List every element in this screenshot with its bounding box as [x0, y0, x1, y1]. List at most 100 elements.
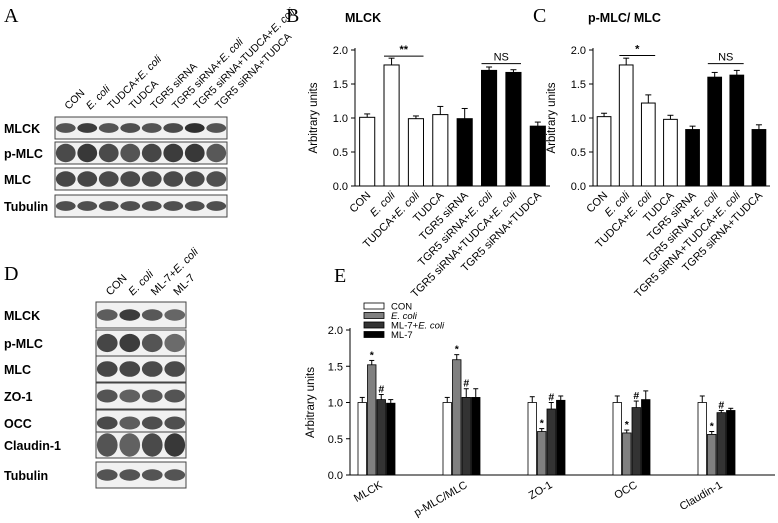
bar	[471, 397, 481, 476]
bar	[556, 399, 566, 476]
y-tick-label: 1.5	[328, 361, 343, 373]
bar	[452, 359, 462, 476]
blot-band	[184, 171, 205, 187]
bar	[456, 118, 473, 187]
bar	[685, 129, 700, 187]
blot-lane-label: CON	[62, 87, 87, 112]
x-tick-label: ZO-1	[527, 479, 555, 502]
bar	[357, 402, 367, 476]
legend-label: ML-7	[391, 330, 413, 341]
bar	[716, 412, 726, 476]
blot-strip	[54, 116, 228, 140]
blot-band	[55, 123, 76, 133]
blot-band	[119, 361, 141, 377]
blot-band	[55, 171, 76, 187]
bar	[383, 64, 400, 187]
y-axis-label: Arbitrary units	[546, 82, 558, 153]
blot-row-label: p-MLC	[4, 147, 43, 161]
bar	[622, 432, 632, 476]
blot-band	[206, 123, 227, 133]
panel-letter-e: E	[334, 265, 346, 287]
y-axis-label: Arbitrary units	[308, 82, 320, 153]
blot-row-label: MLCK	[4, 309, 40, 323]
blot-row-label: Tubulin	[4, 469, 48, 483]
blot-band	[141, 143, 162, 163]
bar	[707, 433, 717, 476]
bar	[359, 116, 376, 187]
significance-label: **	[399, 44, 408, 56]
bar	[729, 74, 745, 187]
blot-strip	[54, 141, 228, 165]
blot-band	[141, 123, 162, 133]
y-tick-label: 0.5	[571, 147, 586, 159]
bar	[596, 116, 612, 187]
y-axis-label: Arbitrary units	[305, 367, 317, 438]
blot-band	[184, 201, 205, 211]
significance-mark: #	[463, 378, 469, 390]
bar	[527, 402, 537, 476]
blot-band	[96, 416, 118, 430]
y-tick-label: 1.0	[328, 398, 343, 410]
blot-band	[119, 469, 141, 481]
blot-band	[141, 333, 163, 353]
y-tick-label: 0.0	[333, 181, 348, 193]
blot-row-label: Tubulin	[4, 200, 48, 214]
blot-band	[141, 361, 163, 377]
bar	[442, 402, 452, 476]
blot-band	[96, 361, 118, 377]
bar	[461, 397, 471, 476]
blot-band	[163, 201, 184, 211]
blot-band	[164, 361, 186, 377]
y-tick-label: 0.0	[571, 181, 586, 193]
legend-label: CON	[391, 302, 412, 313]
blot-band	[184, 143, 205, 163]
panel-letter-d: D	[4, 263, 18, 285]
blot-band	[141, 171, 162, 187]
blot-band	[206, 171, 227, 187]
bar	[751, 129, 767, 187]
blot-band	[164, 333, 186, 353]
x-tick-label: MLCK	[352, 479, 385, 505]
bar	[537, 431, 547, 476]
y-tick-label: 1.5	[333, 79, 348, 91]
blot-band	[120, 123, 141, 133]
bar	[546, 408, 556, 476]
blot-row-label: OCC	[4, 417, 32, 431]
legend-swatch	[363, 302, 385, 310]
y-tick-label: 1.0	[333, 113, 348, 125]
blot-strip	[54, 167, 228, 191]
y-tick-label: 0.5	[328, 434, 343, 446]
blot-band	[77, 123, 98, 133]
legend-swatch	[363, 312, 385, 319]
blot-band	[77, 171, 98, 187]
significance-mark: *	[455, 344, 460, 356]
y-tick-label: 1.0	[571, 113, 586, 125]
blot-band	[119, 309, 141, 321]
significance-mark: *	[625, 419, 630, 431]
bar	[640, 102, 656, 187]
y-tick-label: 1.5	[571, 79, 586, 91]
significance-mark: *	[540, 418, 545, 430]
significance-mark: #	[378, 384, 384, 396]
blot-band	[164, 469, 186, 481]
bar	[407, 118, 424, 187]
blot-band	[120, 143, 141, 163]
blot-band	[98, 123, 119, 133]
blot-band	[120, 201, 141, 211]
x-tick-label: Claudin-1	[678, 479, 725, 513]
legend-swatch	[363, 331, 385, 338]
blot-band	[206, 201, 227, 211]
blot-row-label: p-MLC	[4, 337, 43, 351]
bar	[432, 114, 449, 187]
panel-letter-c: C	[533, 5, 546, 27]
panel-letter-b: B	[286, 5, 299, 27]
legend-label: E. coli	[391, 311, 418, 322]
bar	[707, 76, 723, 187]
significance-label: *	[635, 43, 640, 55]
bar	[663, 118, 678, 187]
significance-mark: *	[710, 421, 715, 433]
bar	[386, 402, 396, 476]
